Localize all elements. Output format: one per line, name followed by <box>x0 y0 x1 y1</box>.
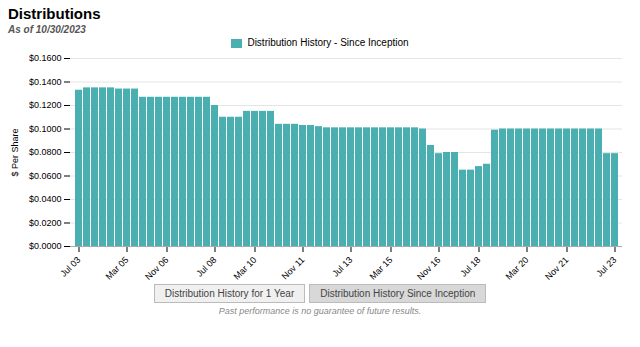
svg-text:$0.0000: $0.0000 <box>29 241 62 251</box>
svg-text:$0.0600: $0.0600 <box>29 171 62 181</box>
svg-text:$ Per Share: $ Per Share <box>10 128 20 176</box>
svg-text:Nov 21: Nov 21 <box>543 255 570 282</box>
html-text:Distribution History for 1 Yea: Distribution History for 1 Year <box>164 288 295 299</box>
svg-text:Jul 08: Jul 08 <box>194 255 218 279</box>
svg-text:$0.0400: $0.0400 <box>29 194 62 204</box>
html-text:Past performance is no guarant: Past performance is no guarantee of futu… <box>218 306 422 316</box>
svg-text:$0.1400: $0.1400 <box>29 77 62 87</box>
html-text:Distribution History Since Inc: Distribution History Since Inception <box>320 288 476 299</box>
html-text:Distributions: Distributions <box>8 5 101 22</box>
svg-text:Mar 15: Mar 15 <box>368 255 395 282</box>
html-text:As of 10/30/2023: As of 10/30/2023 <box>8 24 86 35</box>
svg-text:Mar 10: Mar 10 <box>232 255 259 282</box>
svg-text:Jul 23: Jul 23 <box>594 255 618 279</box>
svg-text:Jul 13: Jul 13 <box>330 255 354 279</box>
svg-text:Nov 16: Nov 16 <box>415 255 442 282</box>
html-text:Distribution History - Since I: Distribution History - Since Inception <box>247 37 409 48</box>
svg-text:Mar 05: Mar 05 <box>104 255 131 282</box>
svg-text:Mar 20: Mar 20 <box>504 255 531 282</box>
svg-text:$0.0200: $0.0200 <box>29 218 62 228</box>
svg-text:$0.1200: $0.1200 <box>29 100 62 110</box>
svg-text:Jul 18: Jul 18 <box>458 255 482 279</box>
svg-text:Nov 06: Nov 06 <box>143 255 170 282</box>
svg-text:Jul 03: Jul 03 <box>58 255 82 279</box>
svg-text:$0.1600: $0.1600 <box>29 53 62 63</box>
svg-text:$0.0800: $0.0800 <box>29 147 62 157</box>
svg-text:Nov 11: Nov 11 <box>280 255 307 282</box>
svg-text:$0.1000: $0.1000 <box>29 124 62 134</box>
